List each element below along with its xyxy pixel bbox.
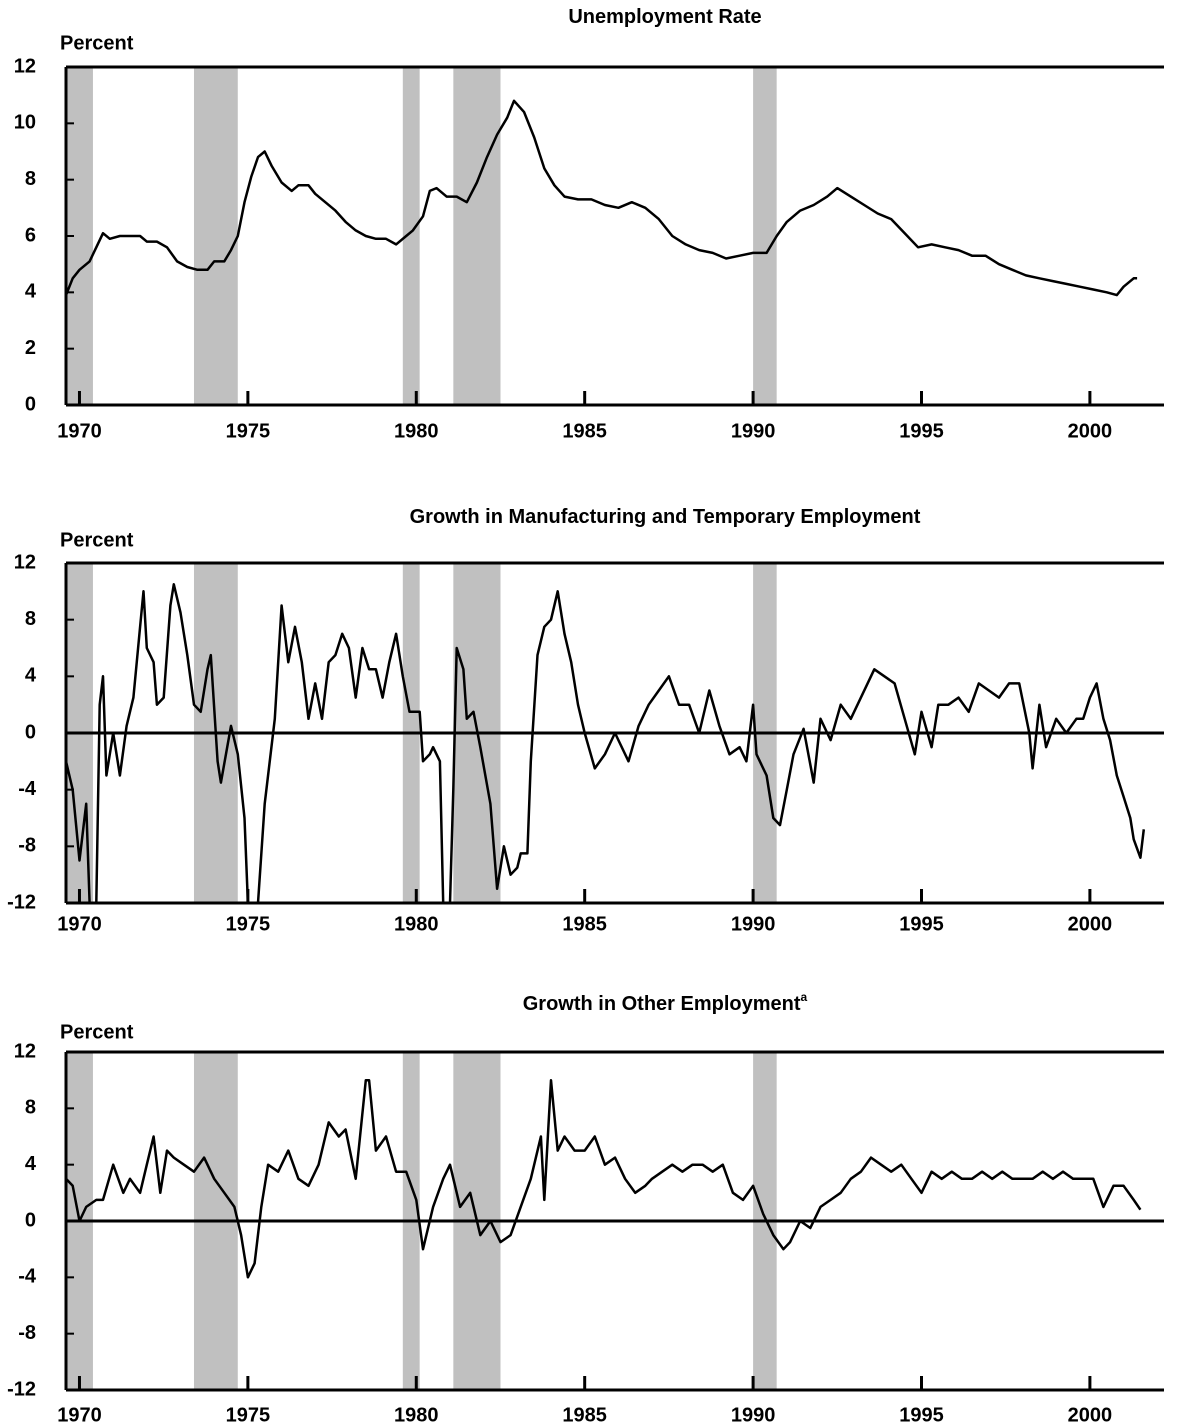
panel-title: Growth in Other Employmenta	[523, 990, 808, 1015]
y-tick-label: 12	[14, 1040, 36, 1062]
x-tick-label: 1995	[899, 1404, 944, 1426]
x-tick-label: 1985	[562, 1404, 607, 1426]
y-tick-label: 8	[25, 608, 36, 630]
recession-band	[453, 67, 501, 405]
y-axis-label: Percent	[60, 529, 134, 551]
y-tick-label: -8	[18, 1322, 36, 1344]
recession-band	[193, 67, 238, 405]
x-tick-label: 2000	[1068, 420, 1113, 442]
data-line	[64, 99, 1138, 297]
title-text: Growth in Manufacturing and Temporary Em…	[410, 506, 921, 528]
x-tick-label: 1995	[899, 420, 944, 442]
x-tick-label: 1970	[57, 913, 102, 935]
y-axis-label: Percent	[60, 1021, 134, 1043]
y-tick-label: -8	[18, 835, 36, 857]
x-tick-label: 1970	[57, 1404, 102, 1426]
recession-band	[402, 67, 420, 405]
y-tick-label: -4	[18, 778, 37, 800]
y-tick-label: -4	[18, 1266, 37, 1288]
x-tick-label: 1975	[226, 420, 271, 442]
x-tick-label: 1985	[562, 913, 607, 935]
x-tick-label: 1980	[394, 913, 439, 935]
x-tick-label: 1990	[731, 420, 776, 442]
y-tick-label: 6	[25, 224, 36, 246]
title-note: a	[801, 990, 808, 1004]
x-tick-label: 1980	[394, 1404, 439, 1426]
x-tick-label: 1990	[731, 913, 776, 935]
panel-title: Growth in Manufacturing and Temporary Em…	[410, 506, 921, 528]
x-tick-label: 1970	[57, 420, 102, 442]
y-tick-label: -12	[7, 1378, 36, 1400]
y-tick-label: 12	[14, 551, 36, 573]
y-tick-label: 2	[25, 337, 36, 359]
y-tick-label: 8	[25, 168, 36, 190]
recession-band	[753, 67, 777, 405]
data-line	[65, 1078, 1142, 1279]
x-tick-label: 1975	[226, 1404, 271, 1426]
y-tick-label: 12	[14, 55, 36, 77]
y-tick-label: 0	[25, 393, 36, 415]
x-tick-label: 2000	[1068, 1404, 1113, 1426]
title-text: Unemployment Rate	[568, 6, 761, 28]
x-tick-label: 2000	[1068, 913, 1113, 935]
title-text: Growth in Other Employment	[523, 993, 801, 1015]
y-tick-label: 0	[25, 721, 36, 743]
y-tick-label: 4	[25, 665, 37, 687]
y-axis-label: Percent	[60, 32, 134, 54]
x-tick-label: 1975	[226, 913, 271, 935]
x-tick-label: 1995	[899, 913, 944, 935]
panel-title: Unemployment Rate	[568, 6, 761, 28]
y-tick-label: -12	[7, 891, 36, 913]
y-tick-label: 4	[25, 1153, 37, 1175]
x-tick-label: 1990	[731, 1404, 776, 1426]
data-line	[64, 583, 1146, 905]
y-tick-label: 4	[25, 281, 37, 303]
y-tick-label: 10	[14, 112, 36, 134]
y-tick-label: 8	[25, 1097, 36, 1119]
y-tick-label: 0	[25, 1209, 36, 1231]
x-tick-label: 1985	[562, 420, 607, 442]
x-tick-label: 1980	[394, 420, 439, 442]
